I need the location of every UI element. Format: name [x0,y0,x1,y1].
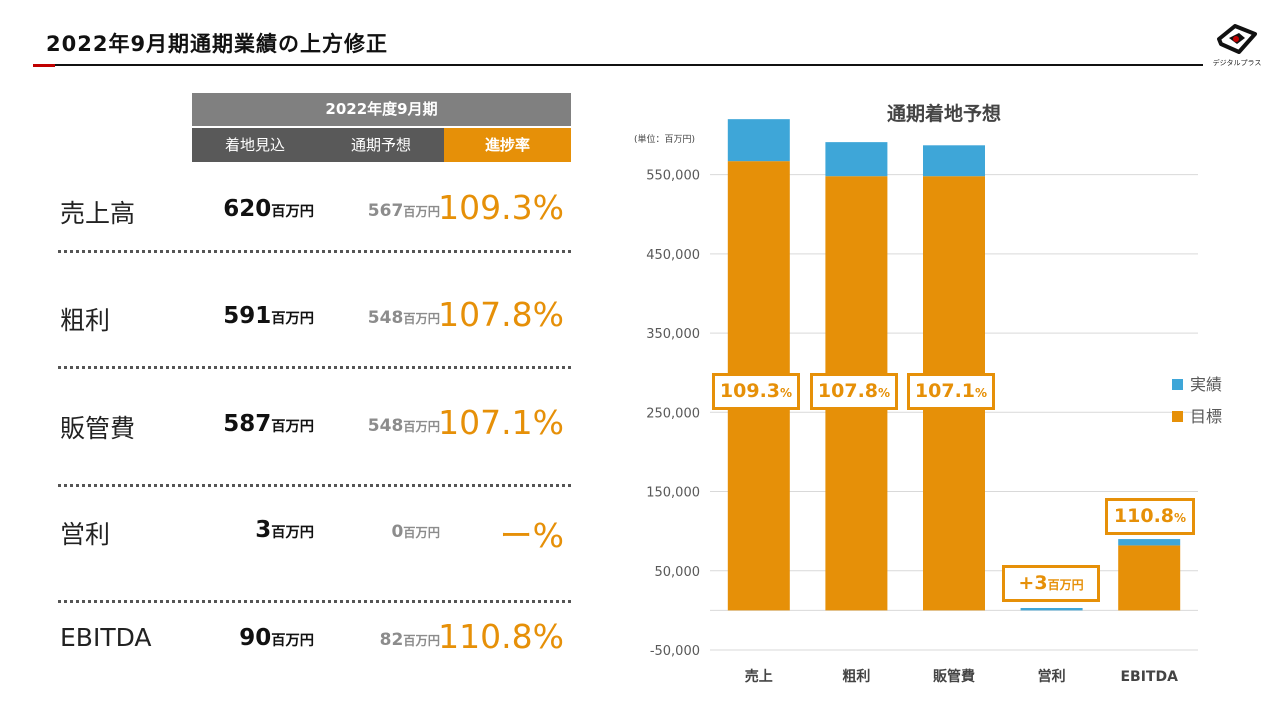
column-headers: 着地見込 通期予想 進捗率 [192,128,571,162]
rate-value: ー% [499,516,564,555]
callout-label: 107.1% [907,373,995,410]
plan-value: 567百万円 [367,201,440,221]
d-plus-logo-icon [1217,24,1257,54]
legend-label: 実績 [1190,375,1222,394]
table-row: 売上高 620百万円 567百万円 109.3% [58,176,570,246]
bar-segment-実績 [1118,539,1181,546]
x-tick-label: 販管費 [933,668,975,685]
title-accent-mark [33,64,55,67]
row-label: 販管費 [60,414,136,443]
row-label: 粗利 [60,306,111,335]
stacked-bar-chart: 通期着地予想 (単位：百万円) -50,000 50,000 150,000 250,00… [600,90,1280,700]
forecast-value: 591百万円 [223,303,314,329]
logo-text: デジタルプラス [1212,59,1262,67]
bar-segment-実績 [727,119,790,162]
forecast-value: 587百万円 [223,411,314,437]
row-divider [58,484,571,487]
plan-value: 548百万円 [367,416,440,436]
rate-value: 110.8% [438,617,564,656]
callout-label: 107.8% [810,373,898,410]
table-row: EBITDA 90百万円 82百万円 110.8% [58,605,570,675]
legend-label: 目標 [1190,407,1222,426]
y-tick-label: 50,000 [655,565,701,580]
company-logo: デジタルプラス [1212,22,1262,68]
y-tick-label: 250,000 [646,406,700,421]
title-divider [33,64,1203,66]
forecast-value: 3百万円 [255,517,314,543]
callout-label: 110.8% [1105,498,1195,535]
plan-value: 0百万円 [391,522,440,542]
y-tick-label: 550,000 [646,169,700,184]
period-header: 2022年度9月期 [192,93,571,126]
x-tick-label: 営利 [1038,668,1066,685]
bar-segment-実績 [923,145,985,177]
x-tick-label: EBITDA [1120,669,1178,685]
col-forecast-header: 着地見込 [192,128,318,162]
row-label: 営利 [60,520,111,549]
col-plan-header: 通期予想 [318,128,444,162]
chart-title: 通期着地予想 [887,102,1001,125]
callout-label: 109.3% [712,373,800,410]
rate-value: 109.3% [438,188,564,227]
legend-swatch [1172,411,1183,422]
y-tick-label: 350,000 [646,327,700,342]
page-title: 2022年9月期通期業績の上方修正 [46,32,389,56]
col-rate-header: 進捗率 [444,128,571,162]
plan-value: 82百万円 [379,630,440,650]
table-row: 販管費 587百万円 548百万円 107.1% [58,391,570,461]
bar-segment-実績 [1020,608,1083,611]
row-label: EBITDA [60,623,152,652]
y-tick-label: 150,000 [646,486,700,501]
legend-swatch [1172,379,1183,390]
bar-segment-実績 [825,142,888,177]
callout-label: +3百万円 [1002,565,1100,602]
table-row: 粗利 591百万円 548百万円 107.8% [58,283,570,353]
x-tick-label: 売上 [745,668,773,685]
forecast-value: 90百万円 [239,625,314,651]
forecast-value: 620百万円 [223,196,314,222]
row-divider [58,600,571,603]
y-tick-label: 450,000 [646,248,700,263]
y-tick-label: -50,000 [650,644,700,659]
x-tick-label: 粗利 [842,668,870,685]
unit-note: (単位：百万円) [634,133,695,145]
plan-value: 548百万円 [367,308,440,328]
rate-value: 107.8% [438,295,564,334]
row-divider [58,366,571,369]
row-divider [58,250,571,253]
bar-segment-目標 [1118,545,1181,611]
rate-value: 107.1% [438,403,564,442]
table-row: 営利 3百万円 0百万円 ー% [58,497,570,567]
row-label: 売上高 [60,199,136,228]
